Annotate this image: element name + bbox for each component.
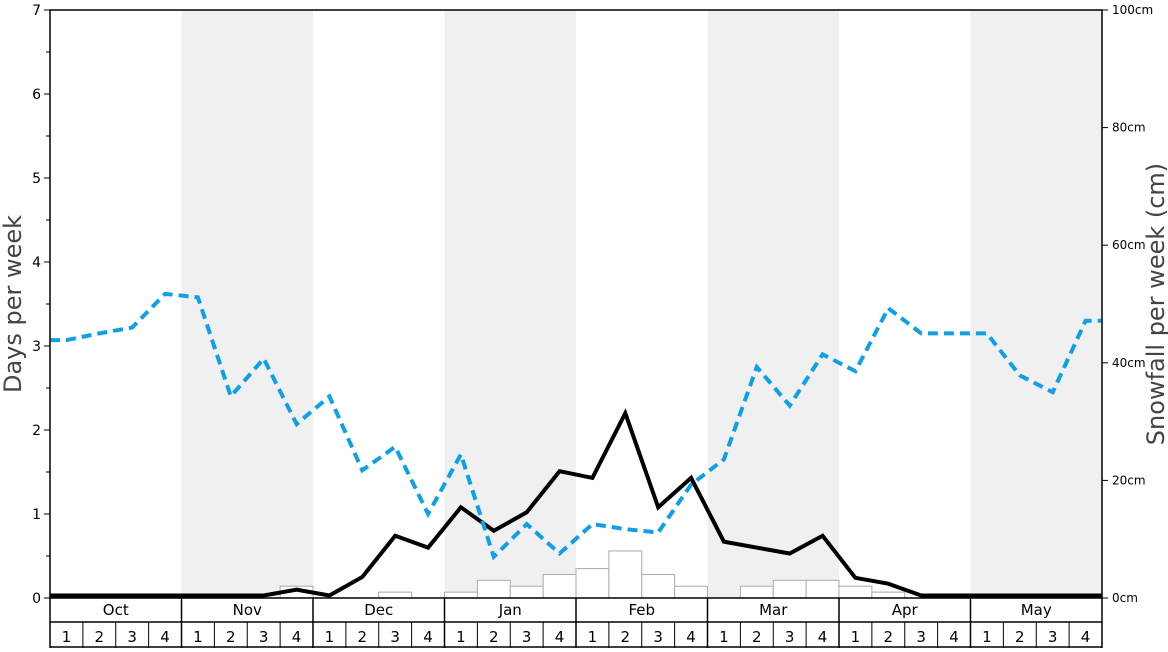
snowfall-bar <box>739 585 774 599</box>
snowfall-bar <box>608 550 643 599</box>
snowfall-bar <box>509 585 544 599</box>
snowfall-bar <box>378 591 413 599</box>
month-label-jan: Jan <box>498 601 522 619</box>
x-axis-table: Oct 1 2 3 4 Nov 1 2 3 4 Dec 1 2 3 4 Jan 1 2 3 4 Feb 1 2 3 4 Mar 1 2… <box>49 598 1103 648</box>
snowfall-bar <box>476 579 511 599</box>
right-tick-label: 80cm <box>1112 121 1146 135</box>
week-label: 4 <box>686 628 696 646</box>
dashed-series-line <box>50 291 1102 561</box>
snowfall-bar <box>641 573 676 599</box>
month-label-may: May <box>1021 601 1052 619</box>
left-tick-label: 0 <box>32 591 41 607</box>
week-label: 2 <box>1015 628 1025 646</box>
week-label: 3 <box>785 628 795 646</box>
week-label: 1 <box>62 628 72 646</box>
y-axis-label-left: Days per week <box>0 215 27 393</box>
week-label: 1 <box>588 628 598 646</box>
week-label: 3 <box>259 628 269 646</box>
week-label: 1 <box>982 628 992 646</box>
snowfall-bar <box>674 585 708 599</box>
week-label: 2 <box>752 628 762 646</box>
week-label: 2 <box>358 628 368 646</box>
week-label: 2 <box>621 628 631 646</box>
left-tick-label: 4 <box>32 255 41 271</box>
week-label: 3 <box>1048 628 1058 646</box>
week-label: 4 <box>292 628 302 646</box>
week-label: 1 <box>325 628 335 646</box>
week-label: 4 <box>949 628 959 646</box>
week-label: 3 <box>522 628 532 646</box>
month-label-dec: Dec <box>364 601 393 619</box>
month-band-may <box>970 10 1102 598</box>
month-label-nov: Nov <box>233 601 262 619</box>
month-label-feb: Feb <box>628 601 655 619</box>
month-label-oct: Oct <box>103 601 129 619</box>
week-label: 1 <box>193 628 203 646</box>
week-label: 1 <box>719 628 729 646</box>
week-label: 1 <box>851 628 861 646</box>
week-label: 4 <box>818 628 828 646</box>
left-tick-label: 6 <box>32 87 41 103</box>
snowfall-bar <box>772 579 807 599</box>
left-tick-label: 3 <box>32 339 41 355</box>
left-tick-label: 5 <box>32 171 41 187</box>
week-label: 3 <box>390 628 400 646</box>
left-tick-label: 1 <box>32 507 41 523</box>
right-tick-label: 100cm <box>1112 3 1153 17</box>
snowfall-bar <box>838 585 873 599</box>
month-label-mar: Mar <box>759 601 788 619</box>
week-label: 1 <box>456 628 466 646</box>
y-axis-label-right: Snowfall per week (cm) <box>1142 163 1168 445</box>
month-band-mar <box>707 10 839 598</box>
left-tick-label: 7 <box>32 3 41 19</box>
month-band-jan <box>444 10 576 598</box>
snowfall-bar <box>805 579 840 599</box>
week-label: 2 <box>489 628 499 646</box>
solid-series-line <box>50 408 1102 598</box>
right-tick-label: 20cm <box>1112 473 1146 487</box>
week-label: 4 <box>555 628 565 646</box>
right-tick-label: 0cm <box>1112 591 1138 605</box>
month-band-nov <box>181 10 313 598</box>
week-label: 4 <box>160 628 170 646</box>
week-label: 3 <box>653 628 663 646</box>
week-label: 2 <box>226 628 236 646</box>
month-shading <box>181 10 1102 598</box>
week-label: 3 <box>916 628 926 646</box>
snowfall-bar <box>871 591 906 599</box>
snowfall-bar <box>444 591 478 599</box>
week-label: 2 <box>95 628 105 646</box>
month-label-apr: Apr <box>892 601 919 619</box>
right-tick-label: 60cm <box>1112 238 1146 252</box>
snowfall-bar <box>542 573 577 599</box>
lines-layer <box>50 291 1102 598</box>
snowfall-bar <box>575 568 610 599</box>
left-tick-label: 2 <box>32 423 41 439</box>
week-label: 3 <box>127 628 137 646</box>
week-label: 4 <box>1081 628 1091 646</box>
right-tick-label: 40cm <box>1112 356 1146 370</box>
week-label: 2 <box>884 628 894 646</box>
week-label: 4 <box>423 628 433 646</box>
